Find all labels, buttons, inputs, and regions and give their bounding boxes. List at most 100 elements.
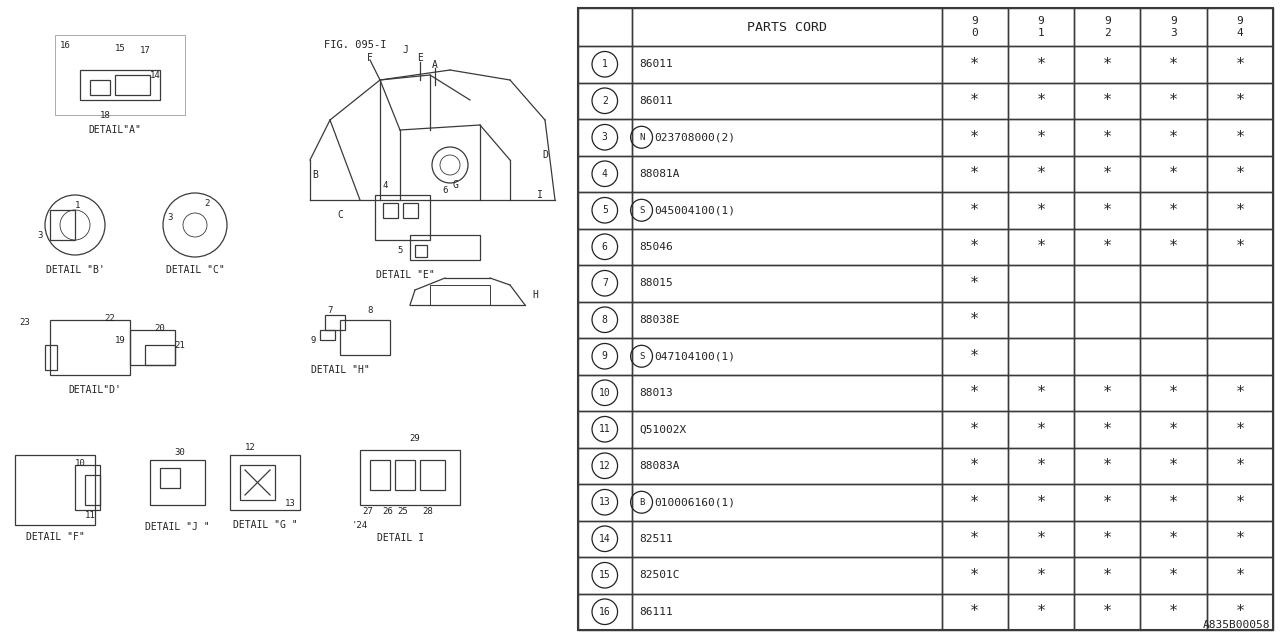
Bar bbox=[579, 119, 631, 156]
Bar bbox=[1207, 119, 1274, 156]
Text: 17: 17 bbox=[140, 45, 150, 54]
Text: 82511: 82511 bbox=[640, 534, 673, 544]
Text: *: * bbox=[1169, 604, 1178, 620]
Bar bbox=[579, 557, 631, 593]
Text: 28: 28 bbox=[422, 508, 434, 516]
Bar bbox=[579, 338, 631, 374]
Bar bbox=[1140, 338, 1207, 374]
Text: *: * bbox=[1235, 385, 1244, 400]
Text: 8: 8 bbox=[602, 315, 608, 324]
Text: 13: 13 bbox=[284, 499, 296, 508]
Bar bbox=[1007, 374, 1074, 411]
Text: F: F bbox=[367, 53, 372, 63]
Text: 9
4: 9 4 bbox=[1236, 16, 1243, 38]
Text: 1: 1 bbox=[602, 60, 608, 69]
Text: C: C bbox=[337, 210, 343, 220]
Text: *: * bbox=[1235, 422, 1244, 436]
Text: B: B bbox=[312, 170, 317, 180]
Bar bbox=[942, 192, 1007, 228]
Bar bbox=[55, 35, 186, 115]
Bar bbox=[1007, 156, 1074, 192]
Bar bbox=[1007, 447, 1074, 484]
Text: *: * bbox=[1235, 166, 1244, 181]
Text: 27: 27 bbox=[362, 508, 374, 516]
Text: *: * bbox=[970, 422, 979, 436]
Text: 86011: 86011 bbox=[640, 60, 673, 69]
Text: 26: 26 bbox=[383, 508, 393, 516]
Bar bbox=[1140, 156, 1207, 192]
Text: 045004100(1): 045004100(1) bbox=[654, 205, 736, 215]
Bar bbox=[45, 345, 58, 370]
Text: *: * bbox=[970, 531, 979, 547]
Bar bbox=[1207, 520, 1274, 557]
Text: 15: 15 bbox=[599, 570, 611, 580]
Bar bbox=[1074, 411, 1140, 447]
Bar bbox=[1074, 156, 1140, 192]
Text: 82501C: 82501C bbox=[640, 570, 680, 580]
Bar bbox=[1007, 557, 1074, 593]
Text: 25: 25 bbox=[398, 508, 408, 516]
Text: *: * bbox=[1103, 604, 1112, 620]
Text: *: * bbox=[1169, 57, 1178, 72]
Text: DETAIL "H": DETAIL "H" bbox=[311, 365, 370, 375]
Text: 2: 2 bbox=[205, 198, 210, 207]
Bar bbox=[1207, 265, 1274, 301]
Bar bbox=[631, 338, 942, 374]
Text: *: * bbox=[1103, 239, 1112, 254]
Text: *: * bbox=[1169, 93, 1178, 108]
Bar bbox=[1207, 156, 1274, 192]
Text: '24: '24 bbox=[352, 520, 369, 529]
Bar bbox=[1074, 520, 1140, 557]
Bar bbox=[1140, 8, 1207, 46]
Bar bbox=[81, 70, 160, 100]
Text: *: * bbox=[1037, 422, 1046, 436]
Text: *: * bbox=[1235, 604, 1244, 620]
Bar bbox=[325, 315, 346, 330]
Bar bbox=[579, 447, 631, 484]
Bar bbox=[1207, 484, 1274, 520]
Text: *: * bbox=[1235, 495, 1244, 509]
Text: *: * bbox=[970, 166, 979, 181]
Bar bbox=[1207, 192, 1274, 228]
Bar bbox=[579, 192, 631, 228]
Text: *: * bbox=[1235, 57, 1244, 72]
Bar bbox=[942, 447, 1007, 484]
Bar bbox=[1074, 228, 1140, 265]
Text: 23: 23 bbox=[19, 317, 31, 326]
Bar bbox=[579, 265, 631, 301]
Text: *: * bbox=[970, 349, 979, 364]
Text: 30: 30 bbox=[174, 447, 186, 456]
Bar bbox=[579, 484, 631, 520]
Text: *: * bbox=[1037, 130, 1046, 145]
Bar bbox=[631, 83, 942, 119]
Text: 1: 1 bbox=[76, 200, 81, 209]
Bar bbox=[942, 228, 1007, 265]
Text: 9
3: 9 3 bbox=[1170, 16, 1178, 38]
Text: 20: 20 bbox=[155, 323, 165, 333]
Bar bbox=[579, 374, 631, 411]
Text: 88015: 88015 bbox=[640, 278, 673, 288]
Bar bbox=[375, 195, 430, 240]
Bar bbox=[942, 338, 1007, 374]
Bar bbox=[579, 83, 631, 119]
Text: Q51002X: Q51002X bbox=[640, 424, 687, 435]
Bar bbox=[1074, 374, 1140, 411]
Bar bbox=[1074, 338, 1140, 374]
Bar bbox=[1007, 192, 1074, 228]
Text: DETAIL I: DETAIL I bbox=[376, 533, 424, 543]
Text: 9
1: 9 1 bbox=[1038, 16, 1044, 38]
Text: 9: 9 bbox=[310, 335, 316, 344]
Text: H: H bbox=[532, 290, 538, 300]
Bar bbox=[1007, 8, 1074, 46]
Bar bbox=[631, 301, 942, 338]
Text: *: * bbox=[970, 57, 979, 72]
Text: 22: 22 bbox=[105, 314, 115, 323]
Text: *: * bbox=[1103, 422, 1112, 436]
Text: 12: 12 bbox=[599, 461, 611, 471]
Bar bbox=[1140, 83, 1207, 119]
Bar bbox=[230, 455, 300, 510]
Text: 3: 3 bbox=[602, 132, 608, 142]
Text: *: * bbox=[1037, 495, 1046, 509]
Text: 88081A: 88081A bbox=[640, 169, 680, 179]
Bar bbox=[1007, 593, 1074, 630]
